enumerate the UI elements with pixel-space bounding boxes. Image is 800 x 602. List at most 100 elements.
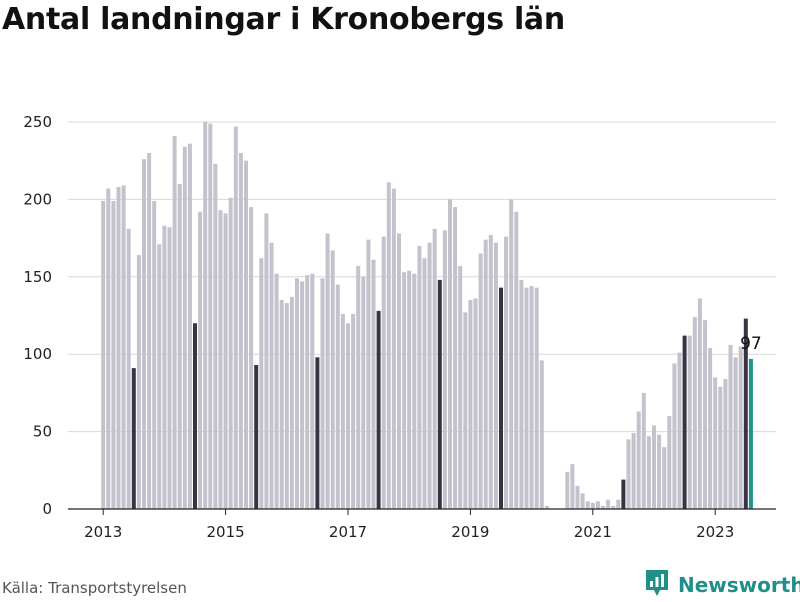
bar — [667, 416, 672, 509]
bar — [391, 188, 396, 509]
bar — [488, 235, 493, 509]
bar — [223, 213, 228, 509]
y-tick-label: 0 — [42, 500, 52, 518]
y-tick-label: 50 — [33, 423, 52, 441]
bar — [305, 275, 310, 509]
bar — [738, 346, 743, 509]
bar — [213, 163, 218, 510]
bar — [748, 358, 753, 509]
bar — [652, 425, 656, 509]
bar — [106, 188, 111, 509]
bar — [417, 245, 422, 509]
bar — [463, 312, 468, 509]
bar — [478, 253, 483, 509]
bar — [468, 300, 473, 509]
bar — [371, 259, 376, 509]
bar — [315, 357, 320, 509]
bar — [672, 363, 677, 509]
bar — [412, 273, 417, 509]
bar — [682, 335, 687, 509]
bar — [310, 273, 315, 509]
bar — [351, 313, 356, 509]
bar — [585, 501, 590, 509]
bar — [249, 207, 254, 509]
x-tick-label: 2023 — [696, 523, 734, 541]
bar — [193, 323, 197, 509]
bar — [524, 287, 529, 509]
bar — [641, 392, 646, 509]
bar — [274, 273, 279, 509]
bar — [203, 122, 208, 509]
source-note: Källa: Transportstyrelsen — [2, 579, 187, 597]
bar — [708, 348, 713, 509]
bar — [295, 278, 299, 509]
bar — [111, 200, 116, 509]
bar — [177, 183, 182, 510]
bar — [595, 501, 600, 509]
bar — [279, 300, 284, 509]
bar — [376, 310, 381, 509]
bar — [692, 317, 697, 509]
y-tick-label: 150 — [23, 268, 52, 286]
bar — [534, 287, 539, 509]
bar — [284, 303, 289, 509]
bar — [448, 199, 452, 509]
bar — [493, 242, 498, 510]
bar — [402, 272, 407, 509]
bar — [126, 228, 131, 509]
bar — [606, 499, 611, 509]
bar — [147, 152, 152, 509]
bar — [733, 357, 738, 509]
bar — [657, 434, 662, 509]
latest-value-label: 97 — [740, 334, 762, 354]
bar — [509, 199, 514, 509]
bar — [121, 185, 126, 509]
bar — [136, 255, 141, 509]
bar — [473, 298, 478, 509]
bar — [187, 143, 192, 510]
bar — [335, 284, 340, 509]
bar — [565, 471, 570, 509]
bar — [621, 479, 626, 509]
bar — [101, 200, 106, 509]
bar — [539, 360, 544, 509]
bar — [289, 296, 294, 509]
bar — [182, 146, 187, 509]
y-tick-label: 250 — [23, 113, 52, 131]
bar — [728, 344, 733, 509]
x-tick-label: 2019 — [451, 523, 489, 541]
y-axis-tick-labels: 0 50 100 150 200 250 — [23, 113, 52, 518]
bar — [142, 159, 146, 509]
data-labels: 97 — [740, 334, 762, 354]
bar — [580, 493, 585, 509]
bar — [254, 365, 259, 509]
bar — [361, 276, 366, 509]
bar — [320, 278, 325, 509]
bar — [662, 447, 667, 509]
bar — [646, 436, 651, 509]
chart-title: Antal landningar i Kronobergs län — [2, 2, 565, 37]
bar — [330, 250, 335, 510]
brand-logo[interactable]: Newsworthy — [644, 568, 800, 602]
bar — [238, 152, 243, 509]
bar — [570, 464, 575, 509]
bar — [366, 239, 371, 509]
bar — [601, 505, 605, 509]
bar — [208, 123, 213, 510]
bar — [483, 239, 488, 509]
bar — [340, 313, 345, 509]
x-tick-label: 2017 — [329, 523, 367, 541]
bar — [616, 499, 621, 509]
bar — [631, 433, 636, 509]
bar — [514, 211, 519, 509]
bar — [422, 258, 427, 509]
bar — [529, 286, 534, 509]
bar — [228, 197, 233, 509]
bar — [697, 298, 702, 509]
bar — [381, 236, 386, 510]
x-tick-label: 2021 — [574, 523, 612, 541]
y-tick-label: 200 — [23, 190, 52, 208]
bar — [723, 378, 728, 509]
bar — [264, 213, 269, 509]
bar — [427, 242, 432, 510]
